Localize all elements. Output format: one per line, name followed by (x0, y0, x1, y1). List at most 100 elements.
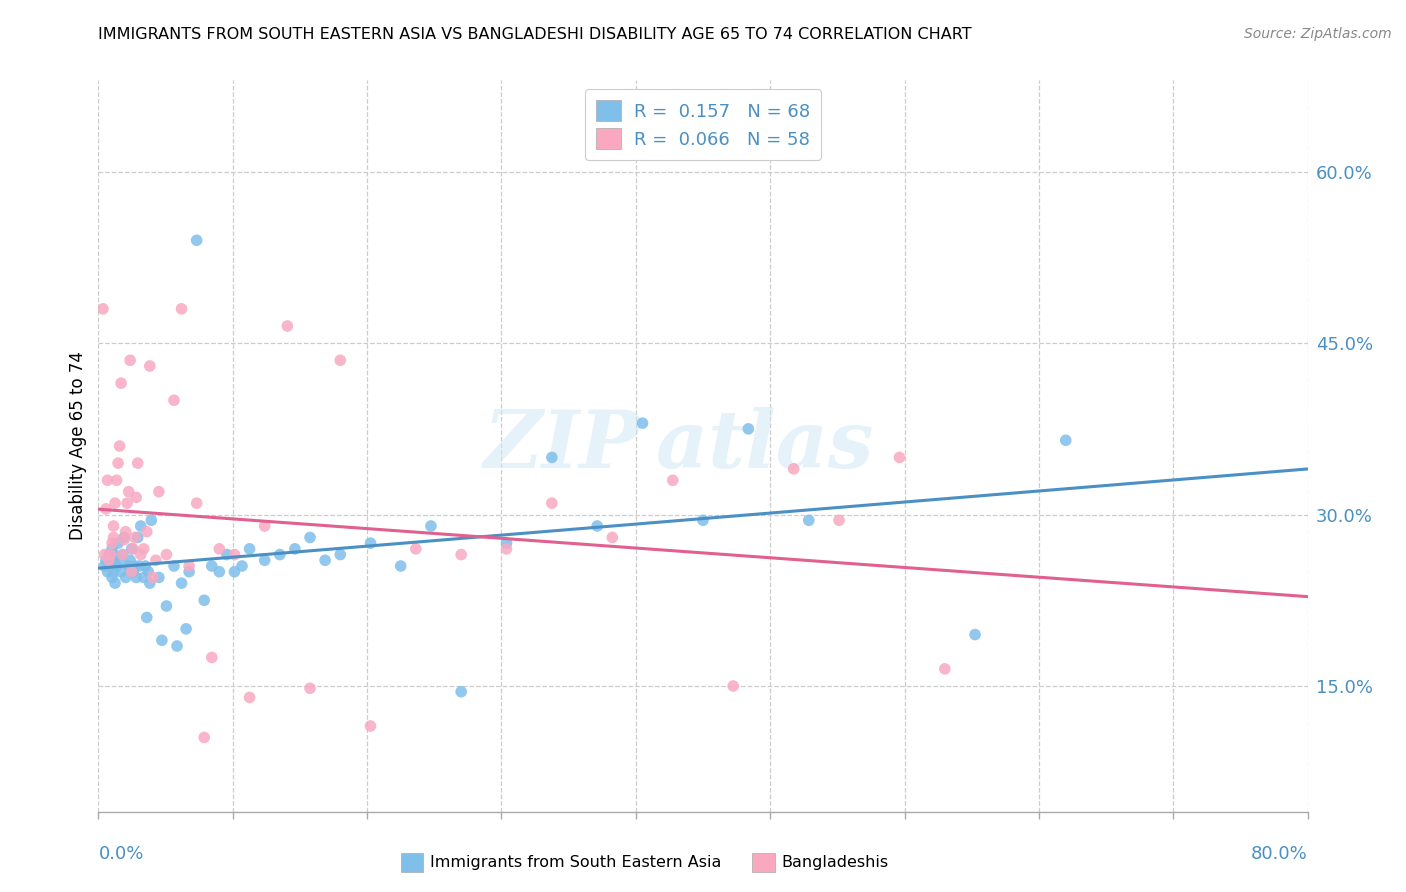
Point (129, 548, 152, 562)
Point (108, 439, 131, 453)
Point (129, 519, 152, 533)
Point (450, 548, 472, 562)
Point (170, 301, 193, 316)
Point (420, 519, 443, 533)
Point (193, 731, 215, 745)
Point (114, 524, 136, 539)
Text: Source: ZipAtlas.com: Source: ZipAtlas.com (1244, 27, 1392, 41)
Point (96, 473, 118, 487)
Point (98, 553, 121, 567)
Y-axis label: Disability Age 65 to 74: Disability Age 65 to 74 (69, 351, 87, 541)
Point (100, 548, 122, 562)
Point (783, 462, 806, 476)
Point (136, 565, 159, 579)
Point (107, 536, 129, 550)
Point (934, 662, 956, 676)
Point (110, 565, 132, 579)
Point (122, 541, 145, 556)
Point (91, 301, 114, 316)
Point (239, 541, 262, 556)
Point (631, 416, 654, 430)
Point (723, 679, 745, 693)
Point (105, 473, 128, 487)
Point (602, 530, 624, 544)
Point (495, 541, 517, 556)
Point (120, 553, 142, 567)
Point (127, 456, 149, 470)
Point (112, 533, 135, 547)
Point (253, 553, 276, 567)
Point (100, 559, 122, 574)
Point (104, 496, 127, 510)
Point (142, 570, 165, 584)
Point (269, 548, 291, 562)
Point (107, 456, 129, 470)
Point (103, 519, 125, 533)
Point (104, 576, 127, 591)
Point (163, 559, 186, 574)
Point (114, 570, 136, 584)
Point (135, 524, 157, 539)
Point (111, 548, 134, 562)
Point (540, 450, 562, 465)
Point (389, 559, 412, 574)
Point (450, 684, 472, 698)
Text: Immigrants from South Eastern Asia: Immigrants from South Eastern Asia (430, 855, 721, 870)
Point (118, 559, 141, 574)
Point (94, 553, 117, 567)
Point (101, 570, 124, 584)
Text: 80.0%: 80.0% (1251, 845, 1308, 863)
Point (148, 484, 170, 499)
Point (495, 536, 517, 550)
Text: 0.0%: 0.0% (98, 845, 143, 863)
Point (540, 496, 562, 510)
Point (127, 530, 149, 544)
Point (96, 565, 118, 579)
Point (329, 353, 352, 368)
Point (118, 484, 141, 499)
Point (329, 548, 352, 562)
Point (124, 559, 146, 574)
Point (93, 559, 115, 574)
Point (1054, 434, 1077, 448)
Point (208, 565, 231, 579)
Point (105, 559, 128, 574)
Text: Bangladeshis: Bangladeshis (782, 855, 889, 870)
Legend: R =  0.157   N = 68, R =  0.066   N = 58: R = 0.157 N = 68, R = 0.066 N = 58 (585, 89, 821, 160)
Point (125, 491, 148, 505)
Point (103, 530, 125, 544)
Point (128, 559, 150, 574)
Point (121, 565, 143, 579)
Point (193, 593, 215, 607)
Point (692, 513, 714, 527)
Point (122, 565, 145, 579)
Point (179, 559, 201, 574)
Point (661, 473, 683, 487)
Point (163, 393, 186, 408)
Point (134, 559, 156, 574)
Point (139, 359, 162, 373)
Point (155, 599, 177, 613)
Point (201, 559, 224, 574)
Point (125, 570, 148, 584)
Point (150, 633, 173, 648)
Point (224, 548, 246, 562)
Point (314, 553, 336, 567)
Point (135, 610, 157, 624)
Point (201, 650, 224, 665)
Point (98, 548, 121, 562)
Point (170, 576, 193, 591)
Point (828, 513, 851, 527)
Text: ZIP atlas: ZIP atlas (484, 408, 875, 484)
Point (141, 513, 163, 527)
Point (965, 627, 987, 641)
Point (166, 639, 188, 653)
Point (93, 548, 115, 562)
Point (110, 376, 132, 391)
Point (139, 576, 162, 591)
Point (103, 548, 125, 562)
Point (179, 565, 201, 579)
Point (132, 541, 155, 556)
Point (299, 681, 322, 696)
Point (239, 690, 262, 705)
